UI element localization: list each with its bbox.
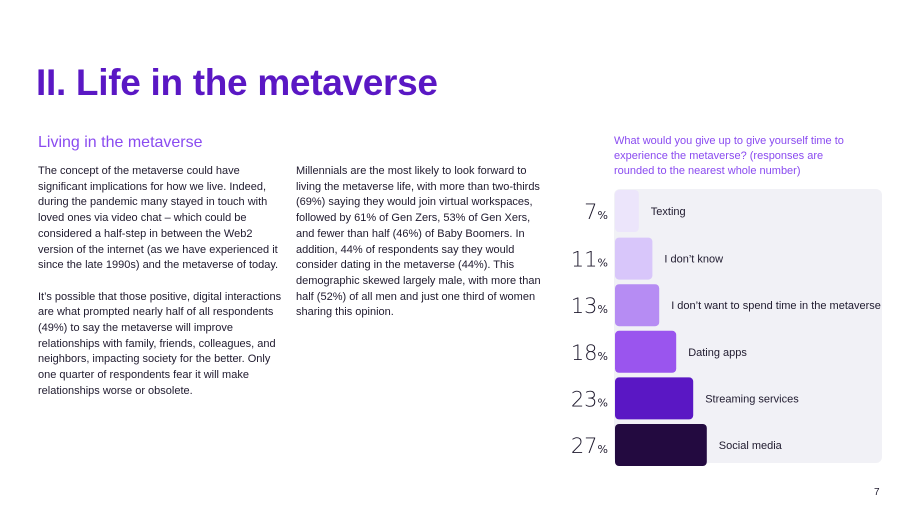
bar-5 [615,424,707,466]
body-column-left: The concept of the metaverse could have … [38,164,286,415]
body-column-middle: Millennials are the most likely to look … [296,164,542,337]
bar-4 [615,377,694,420]
bar-3 [615,330,677,373]
category-label: Streaming services [705,393,799,405]
value-label: 13% [571,294,608,318]
category-label: Social media [719,440,783,452]
category-label: I don’t know [664,254,723,266]
chart-title: What would you give up to give yourself … [614,135,844,177]
section-subtitle: Living in the metaverse [38,134,203,151]
value-label: 27% [571,434,608,458]
category-label: Dating apps [688,347,747,359]
bar-2 [615,284,660,327]
value-label: 18% [571,341,608,365]
paragraph: The concept of the metaverse could have … [38,165,279,272]
page-number: 7 [874,487,880,498]
value-label: 11% [571,248,608,272]
bar-1 [615,237,653,280]
paragraph: It’s possible that those positive, digit… [38,290,282,397]
value-label: 23% [571,387,608,411]
value-label: 7% [584,200,608,224]
category-label: I don’t want to spend time in the metave… [671,300,881,312]
category-label: Texting [651,206,686,218]
paragraph: Millennials are the most likely to look … [296,165,541,319]
bar-0 [615,190,639,232]
page-title: II. Life in the metaverse [36,62,438,103]
